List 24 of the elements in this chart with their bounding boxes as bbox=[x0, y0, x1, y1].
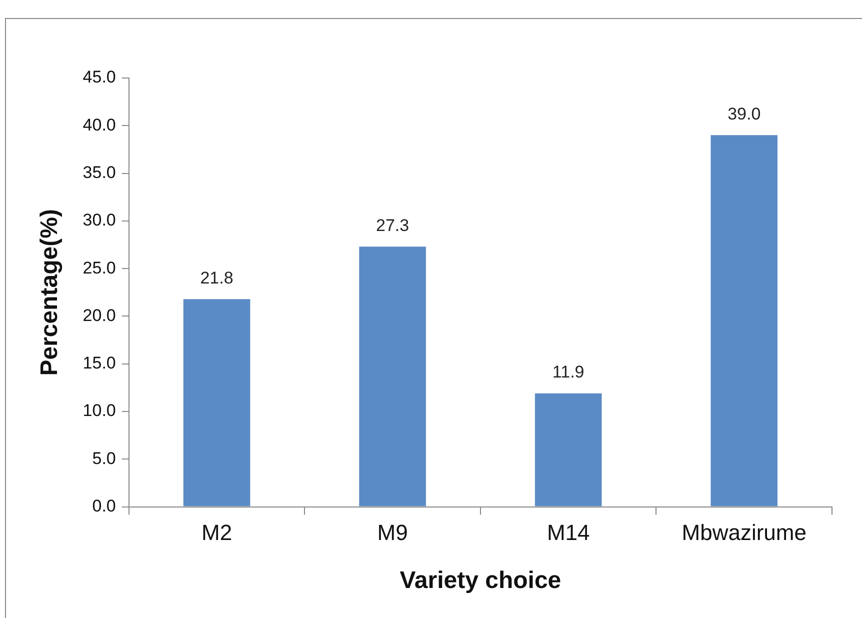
bar bbox=[710, 135, 778, 506]
data-label: 27.3 bbox=[376, 216, 410, 235]
x-tick-label: M14 bbox=[546, 520, 590, 546]
data-label: 21.8 bbox=[200, 268, 234, 288]
y-tick-label: 5.0 bbox=[92, 448, 116, 468]
y-tick-label: 30.0 bbox=[82, 210, 116, 230]
bar bbox=[534, 393, 602, 506]
y-tick-label: 10.0 bbox=[82, 401, 116, 420]
y-tick-label: 35.0 bbox=[82, 162, 116, 182]
x-axis-title: Variety choice bbox=[400, 567, 562, 594]
data-label: 11.9 bbox=[552, 362, 584, 382]
y-tick-label: 25.0 bbox=[82, 258, 116, 278]
y-tick-label: 45.0 bbox=[82, 68, 116, 87]
y-tick-label: 20.0 bbox=[82, 306, 116, 325]
y-tick-label: 40.0 bbox=[82, 115, 116, 134]
y-tick-label: 0.0 bbox=[92, 496, 116, 516]
bar bbox=[183, 299, 250, 506]
x-tick-label: M2 bbox=[201, 520, 232, 546]
bar bbox=[359, 246, 426, 506]
x-tick-label: Mbwazirume bbox=[682, 520, 806, 546]
y-axis-title: Percentage(%) bbox=[36, 209, 64, 376]
x-tick-label: M9 bbox=[377, 520, 408, 546]
y-tick-label: 15.0 bbox=[82, 354, 116, 373]
data-label: 39.0 bbox=[728, 104, 761, 124]
